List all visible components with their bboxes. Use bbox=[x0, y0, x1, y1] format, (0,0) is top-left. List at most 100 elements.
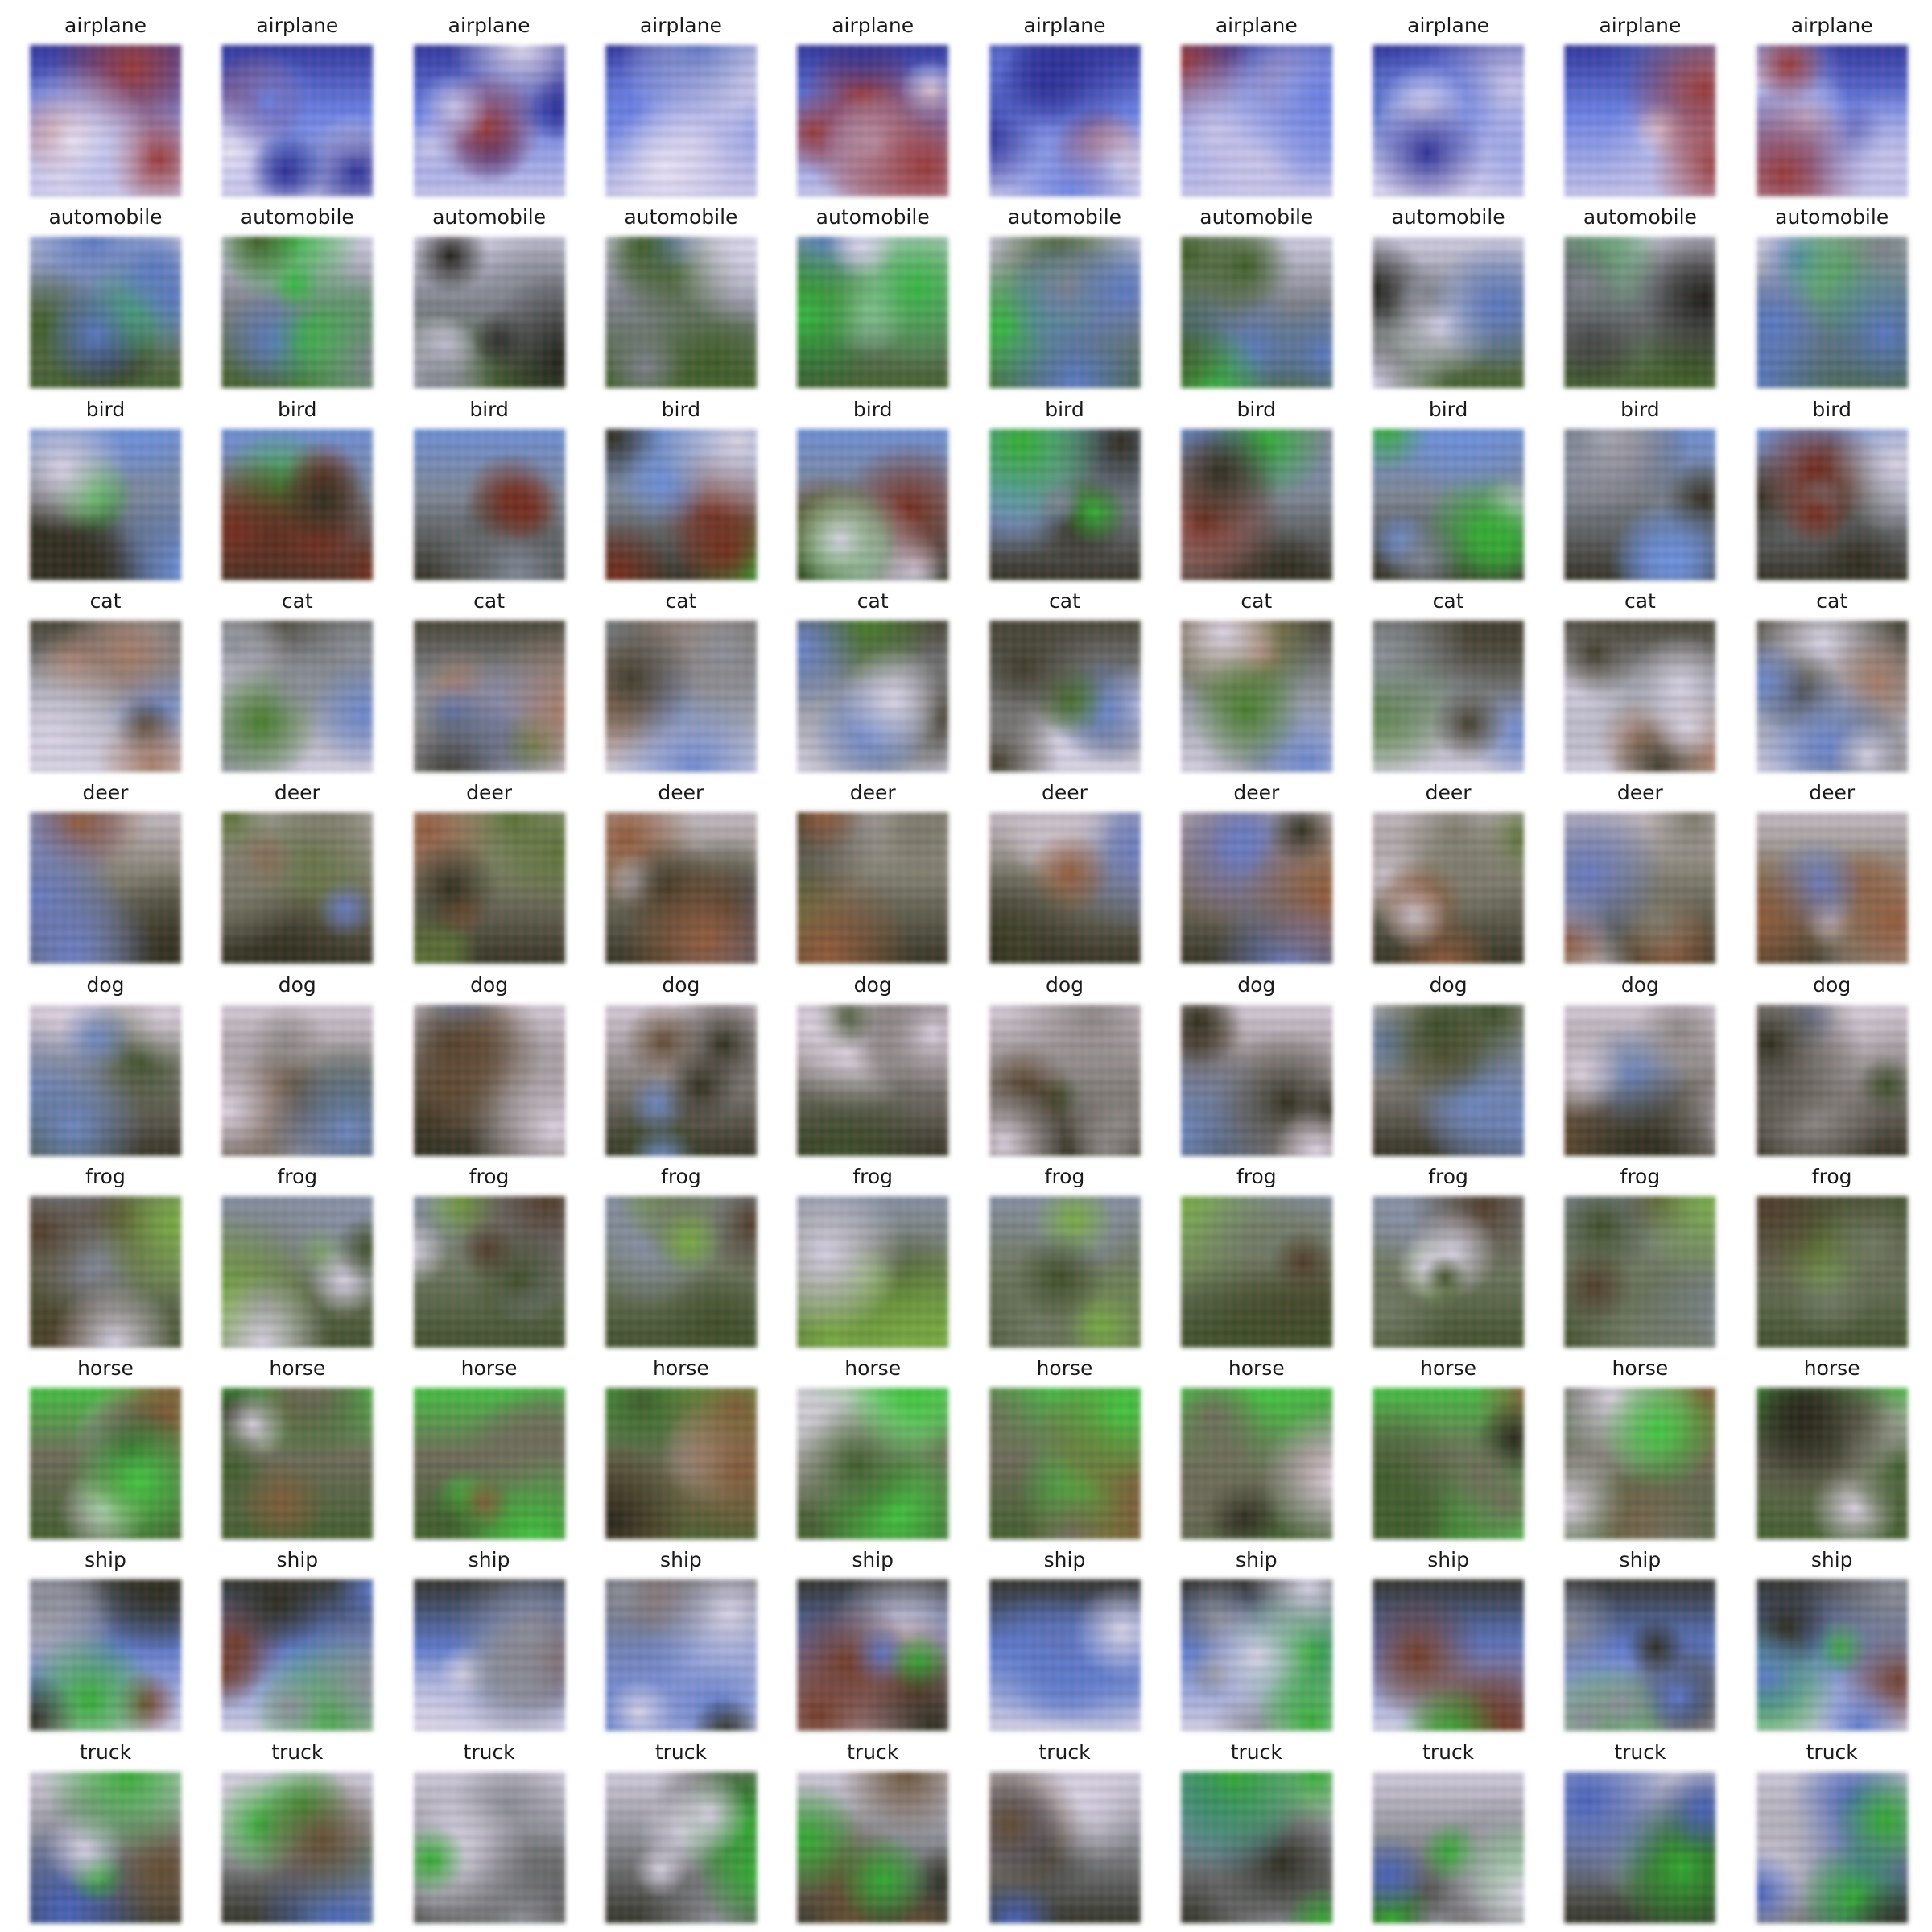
generated-sample-image bbox=[1756, 1388, 1908, 1540]
sample-cell: frog bbox=[30, 1161, 181, 1348]
generated-sample-image bbox=[1564, 620, 1716, 772]
sample-class-label: automobile bbox=[1199, 205, 1314, 229]
sample-class-label: truck bbox=[654, 1740, 707, 1764]
sample-class-label: ship bbox=[85, 1548, 126, 1572]
sample-class-label: frog bbox=[469, 1164, 510, 1188]
generated-sample-image bbox=[413, 45, 565, 196]
generated-sample-image bbox=[797, 237, 949, 389]
sample-class-label: automobile bbox=[1391, 205, 1505, 229]
sample-class-label: bird bbox=[1428, 397, 1468, 421]
generated-sample-image bbox=[30, 237, 181, 389]
sample-class-label: horse bbox=[1228, 1356, 1285, 1381]
sample-cell: airplane bbox=[1564, 10, 1716, 196]
generated-sample-image bbox=[797, 428, 949, 580]
sample-class-label: frog bbox=[1428, 1164, 1468, 1188]
generated-sample-image bbox=[605, 45, 757, 196]
sample-class-label: truck bbox=[463, 1740, 515, 1764]
sample-class-label: automobile bbox=[1775, 205, 1889, 229]
generated-sample-image bbox=[1756, 1579, 1908, 1732]
generated-sample-image bbox=[221, 620, 374, 772]
sample-class-label: bird bbox=[469, 397, 509, 421]
sample-class-label: bird bbox=[1620, 397, 1660, 421]
sample-class-label: horse bbox=[460, 1356, 518, 1381]
sample-class-label: deer bbox=[1425, 781, 1472, 805]
generated-sample-image bbox=[797, 812, 949, 964]
sample-class-label: dog bbox=[853, 972, 892, 997]
sample-cell: automobile bbox=[413, 201, 565, 389]
generated-sample-image bbox=[797, 620, 949, 772]
sample-cell: dog bbox=[1373, 969, 1525, 1156]
sample-cell: horse bbox=[1180, 1352, 1332, 1540]
sample-cell: automobile bbox=[221, 201, 374, 389]
sample-cell: ship bbox=[1180, 1544, 1332, 1732]
sample-cell: frog bbox=[413, 1161, 565, 1348]
sample-cell: truck bbox=[989, 1736, 1141, 1923]
sample-cell: automobile bbox=[797, 201, 949, 389]
sample-cell: ship bbox=[221, 1544, 374, 1732]
sample-class-label: cat bbox=[1624, 588, 1656, 613]
sample-cell: ship bbox=[797, 1544, 949, 1732]
sample-class-label: airplane bbox=[256, 14, 339, 37]
generated-sample-image bbox=[413, 1579, 565, 1732]
sample-cell: dog bbox=[605, 969, 757, 1156]
sample-cell: bird bbox=[413, 394, 565, 580]
generated-sample-image bbox=[221, 1195, 374, 1348]
sample-class-label: deer bbox=[1809, 781, 1856, 805]
sample-cell: ship bbox=[605, 1544, 757, 1732]
sample-cell: bird bbox=[605, 394, 757, 580]
sample-class-label: airplane bbox=[639, 14, 722, 37]
sample-class-label: frog bbox=[661, 1164, 701, 1188]
sample-cell: airplane bbox=[989, 10, 1141, 196]
generated-sample-image bbox=[413, 1388, 565, 1540]
sample-class-label: automobile bbox=[815, 205, 930, 229]
sample-class-label: airplane bbox=[1790, 14, 1873, 37]
sample-class-label: ship bbox=[1619, 1548, 1662, 1572]
sample-class-label: truck bbox=[1422, 1740, 1475, 1764]
sample-cell: frog bbox=[1564, 1161, 1716, 1348]
sample-cell: airplane bbox=[1756, 10, 1908, 196]
generated-sample-image bbox=[1564, 1004, 1716, 1156]
sample-cell: airplane bbox=[1180, 10, 1332, 196]
sample-cell: automobile bbox=[989, 201, 1141, 389]
sample-class-label: cat bbox=[857, 588, 889, 613]
sample-cell: deer bbox=[413, 777, 565, 964]
sample-cell: horse bbox=[605, 1352, 757, 1540]
generated-sample-image bbox=[1756, 428, 1908, 580]
sample-class-label: airplane bbox=[1215, 14, 1298, 37]
generated-sample-image bbox=[413, 237, 565, 389]
generated-sample-image bbox=[605, 1195, 757, 1348]
generated-sample-image bbox=[989, 620, 1141, 772]
sample-class-label: dog bbox=[1237, 972, 1276, 997]
generated-sample-image bbox=[797, 1388, 949, 1540]
sample-cell: deer bbox=[605, 777, 757, 964]
sample-cell: cat bbox=[1756, 585, 1908, 772]
generated-sample-image bbox=[1564, 1771, 1716, 1923]
sample-cell: ship bbox=[30, 1544, 181, 1732]
sample-class-label: deer bbox=[1233, 781, 1280, 805]
sample-class-label: horse bbox=[1612, 1356, 1669, 1381]
sample-cell: bird bbox=[1756, 394, 1908, 580]
sample-cell: dog bbox=[221, 969, 374, 1156]
sample-class-label: ship bbox=[1810, 1548, 1853, 1572]
sample-cell: frog bbox=[221, 1161, 374, 1348]
sample-cell: frog bbox=[1373, 1161, 1525, 1348]
generated-sample-image bbox=[1564, 1388, 1716, 1540]
generated-sample-image bbox=[1180, 812, 1332, 964]
sample-cell: truck bbox=[1373, 1736, 1525, 1923]
sample-class-label: deer bbox=[658, 781, 704, 805]
generated-sample-image bbox=[605, 237, 757, 389]
sample-class-label: dog bbox=[662, 972, 700, 997]
sample-cell: ship bbox=[989, 1544, 1141, 1732]
generated-sample-image bbox=[1373, 1004, 1525, 1156]
sample-cell: truck bbox=[221, 1736, 374, 1923]
sample-cell: airplane bbox=[30, 10, 181, 196]
sample-class-label: dog bbox=[470, 972, 509, 997]
sample-cell: dog bbox=[1180, 969, 1332, 1156]
generated-sample-image bbox=[30, 428, 181, 580]
sample-class-label: cat bbox=[1049, 588, 1080, 613]
generated-sample-image bbox=[605, 812, 757, 964]
generated-sample-image bbox=[989, 237, 1141, 389]
sample-class-label: airplane bbox=[1023, 14, 1106, 37]
sample-cell: dog bbox=[797, 969, 949, 1156]
